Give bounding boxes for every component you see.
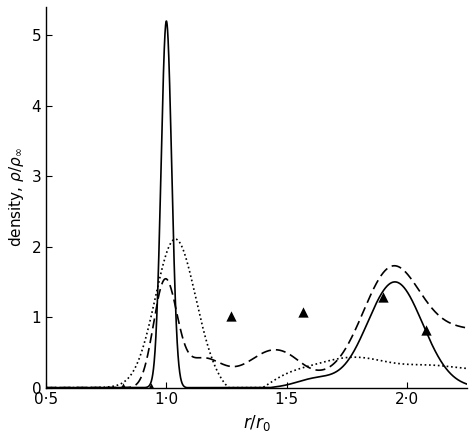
X-axis label: $r/r_0$: $r/r_0$ [243,413,271,433]
Point [147,384,155,391]
Point [300,309,307,316]
Point [422,326,430,334]
Point [119,384,127,391]
Point [228,312,235,319]
Y-axis label: density, $\rho/\rho_\infty$: density, $\rho/\rho_\infty$ [7,147,26,247]
Point [379,294,387,301]
